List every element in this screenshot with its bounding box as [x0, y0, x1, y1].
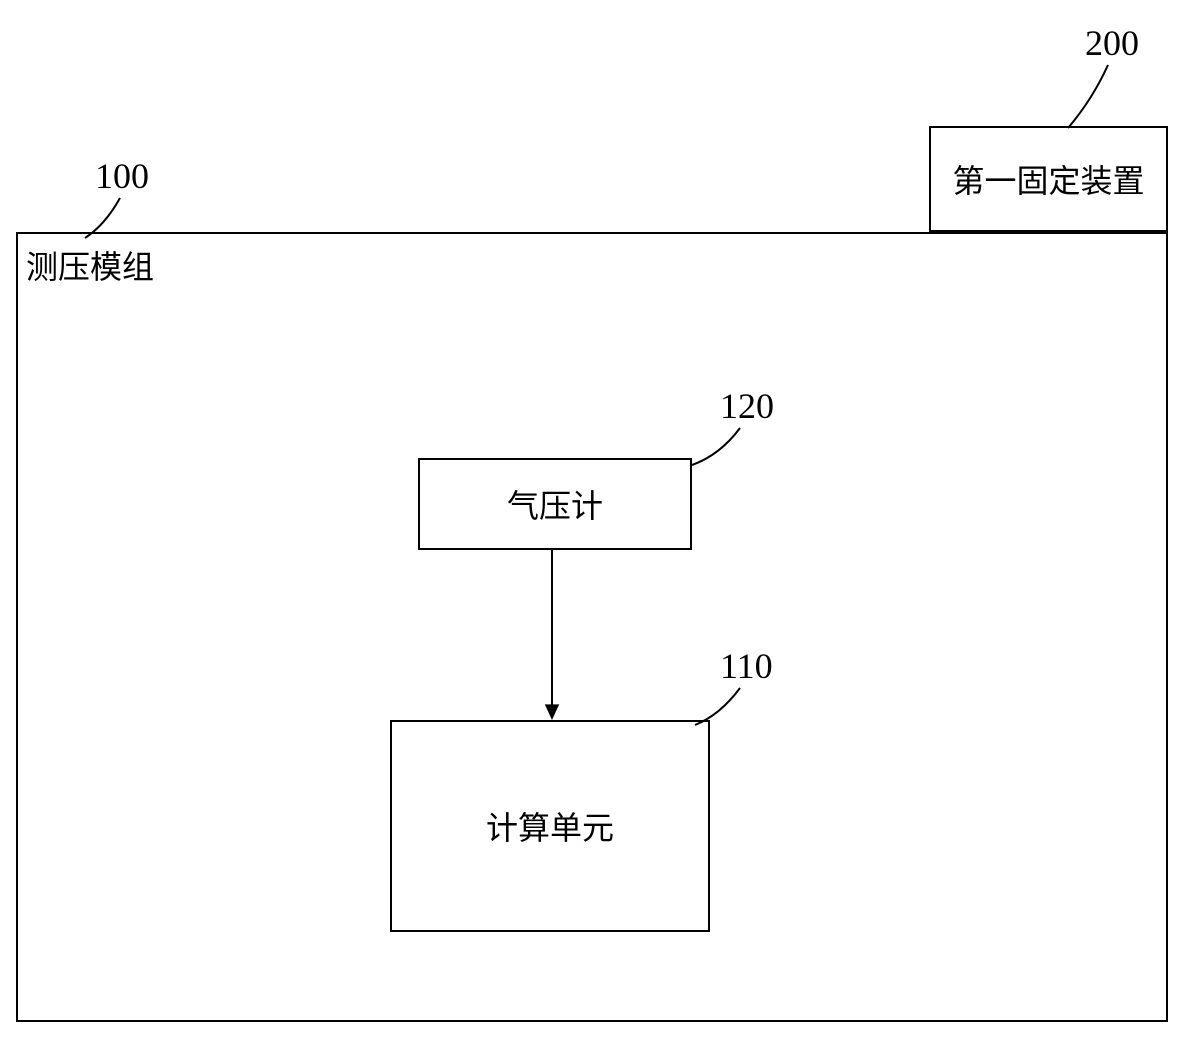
compute-unit-ref: 110: [720, 645, 773, 687]
compute-unit-box: 计算单元: [390, 720, 710, 932]
barometer-label: 气压计: [507, 481, 603, 527]
diagram-container: 测压模组 第一固定装置 气压计 计算单元 100 200 120 110: [0, 0, 1186, 1044]
compute-unit-label: 计算单元: [486, 803, 614, 849]
main-module-label: 测压模组: [26, 242, 154, 288]
fixing-device-label: 第一固定装置: [952, 156, 1144, 202]
barometer-ref: 120: [720, 385, 774, 427]
barometer-box: 气压计: [418, 458, 692, 550]
fixing-device-ref: 200: [1085, 22, 1139, 64]
main-module-ref: 100: [95, 155, 149, 197]
leader-200: [1068, 65, 1108, 128]
fixing-device-box: 第一固定装置: [929, 126, 1168, 232]
